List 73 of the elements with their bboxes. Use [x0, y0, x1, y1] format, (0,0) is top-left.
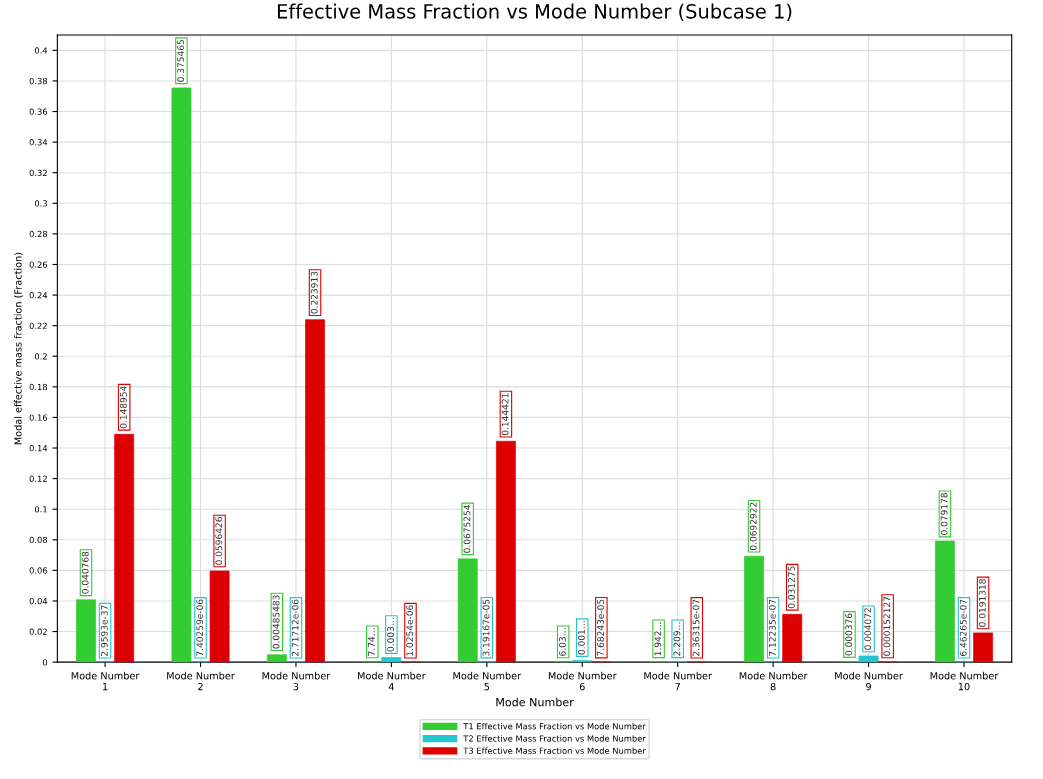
- y-tick-label: 0.26: [29, 261, 48, 268]
- data-label: 7.74…: [368, 628, 375, 656]
- y-tick-label: 0.06: [29, 567, 48, 574]
- data-label: 6.46265e-07: [959, 599, 967, 656]
- data-label: 0.00485483: [272, 595, 280, 649]
- bar: [858, 655, 879, 663]
- bar: [171, 87, 192, 663]
- data-label: 0.0675254: [463, 505, 471, 553]
- y-tick-label: 0.16: [29, 414, 48, 421]
- y-axis-title: Modal effective mass fraction (Fraction): [14, 252, 23, 445]
- data-label: 0.144421: [501, 393, 509, 436]
- data-label: 0.0692922: [749, 502, 757, 551]
- data-label: 0.148954: [119, 386, 127, 429]
- data-label: 1.942…: [654, 622, 662, 656]
- x-tick-label: Mode Number 2: [167, 671, 235, 691]
- data-label: 0.223913: [310, 271, 318, 314]
- data-label: 2.71712e-06: [291, 599, 299, 656]
- x-tick-label: Mode Number 3: [262, 671, 331, 691]
- x-tick-label: Mode Number 1: [71, 671, 140, 691]
- legend-label: T3 Effective Mass Fraction vs Mode Number: [463, 747, 646, 754]
- y-tick-label: 0.04: [29, 597, 48, 605]
- y-tick-label: 0.38: [29, 77, 48, 85]
- data-label: 7.12235e-07: [768, 599, 776, 656]
- x-tick-label: Mode Number 7: [644, 671, 712, 691]
- chart-title: Effective Mass Fraction vs Mode Number (Subcase 1): [277, 3, 792, 21]
- y-tick-label: 0.08: [29, 536, 48, 544]
- data-label: 0.004072: [864, 608, 872, 650]
- y-tick-label: 0.24: [29, 292, 48, 299]
- y-tick-label: 0.14: [29, 445, 48, 452]
- legend-label: T2 Effective Mass Fraction vs Mode Number: [463, 735, 646, 742]
- data-label: 0.001…: [578, 621, 585, 655]
- y-tick-label: 0.1: [34, 506, 47, 513]
- data-label: 0.000376: [845, 613, 853, 656]
- data-label: 0.040768: [81, 551, 89, 594]
- data-label: 2.36315e-07: [692, 599, 700, 656]
- data-label: 2.209…: [673, 622, 681, 656]
- y-tick-label: 0.28: [29, 230, 48, 238]
- data-label: 7.68243e-05: [597, 599, 604, 656]
- x-tick-label: Mode Number 5: [453, 671, 522, 691]
- y-tick-label: 0.2: [34, 353, 47, 360]
- data-label: 1.0254e-06: [406, 605, 414, 656]
- y-tick-label: 0.4: [34, 47, 48, 54]
- y-tick-label: 0.12: [29, 475, 47, 482]
- y-tick-label: 0.32: [29, 169, 47, 176]
- y-tick-label: 0.02: [29, 628, 47, 635]
- y-tick-label: 0.3: [34, 200, 47, 207]
- y-tick-label: 0.18: [29, 383, 48, 391]
- data-label: 3.19167e-05: [482, 599, 490, 656]
- data-label: 0.0191318: [978, 579, 986, 627]
- y-tick-label: 0: [42, 659, 48, 666]
- data-label: 0.031275: [788, 566, 795, 609]
- data-label: 0.000152127: [883, 596, 891, 656]
- bar: [381, 657, 402, 663]
- x-tick-label: Mode Number 4: [358, 671, 426, 691]
- x-tick-label: Mode Number 10: [930, 671, 999, 691]
- x-tick-label: Mode Number 6: [548, 671, 617, 691]
- bar: [209, 570, 230, 663]
- bar: [305, 319, 325, 663]
- x-tick-label: Mode Number 9: [835, 671, 903, 691]
- bar: [266, 654, 287, 663]
- x-tick-label: Mode Number 8: [739, 671, 808, 691]
- y-tick-label: 0.22: [29, 322, 47, 329]
- legend-label: T1 Effective Mass Fraction vs Mode Number: [463, 722, 646, 730]
- y-tick-label: 0.36: [29, 108, 48, 115]
- data-label: 6.03…: [558, 628, 566, 656]
- x-axis-title: Mode Number: [496, 697, 574, 707]
- data-label: 0.0596426: [215, 517, 223, 565]
- data-label: 2.9593e-37: [100, 605, 108, 656]
- data-label: 7.40259e-06: [196, 599, 204, 656]
- y-tick-label: 0.34: [29, 139, 48, 146]
- data-label: 0.079178: [940, 493, 948, 535]
- data-label: 0.375465: [177, 40, 185, 82]
- data-label: 0.003…: [387, 618, 395, 652]
